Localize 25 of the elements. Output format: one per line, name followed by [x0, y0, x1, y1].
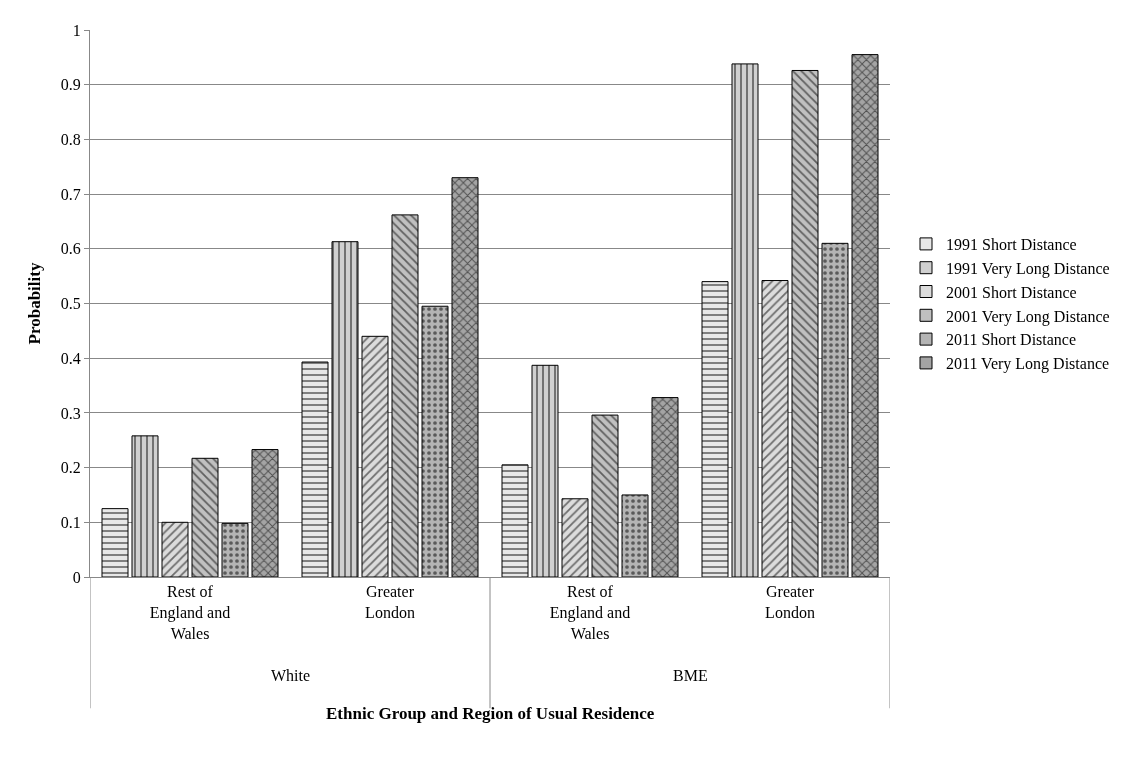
y-tick-label: 0.5	[60, 295, 81, 313]
y-tick-label: 0.9	[60, 76, 81, 94]
legend-label: 1991 Very Long Distance	[946, 259, 1110, 278]
y-tick-label: 0	[72, 568, 81, 586]
legend-label: 2011 Short Distance	[946, 331, 1077, 349]
y-tick-label: 0.4	[60, 349, 81, 367]
y-tick-label: 0.2	[60, 459, 81, 477]
legend-label: 2001 Very Long Distance	[946, 307, 1110, 326]
x-tick-label: Greater London	[765, 583, 815, 621]
y-axis-title: Probability	[25, 262, 45, 345]
x-tick-label: Rest of England and Wales	[549, 583, 631, 642]
text: BME	[673, 667, 708, 684]
text: White	[271, 667, 311, 684]
legend-label: 1991 Short Distance	[946, 236, 1077, 254]
x-axis-title: Ethnic Group and Region of Usual Residence	[326, 704, 655, 723]
y-tick-label: 0.1	[60, 513, 81, 531]
y-tick-label: 1	[72, 21, 81, 39]
y-tick-label: 0.6	[60, 240, 81, 258]
y-tick-label: 0.3	[60, 404, 81, 422]
y-tick-label: 0.8	[60, 131, 81, 148]
legend-label: 2001 Short Distance	[946, 283, 1077, 301]
legend-label: 2011 Very Long Distance	[946, 355, 1110, 374]
x-tick-label: Rest of England and Wales	[149, 583, 231, 642]
x-tick-label: Greater London	[365, 583, 415, 621]
y-tick-label: 0.7	[60, 185, 81, 203]
